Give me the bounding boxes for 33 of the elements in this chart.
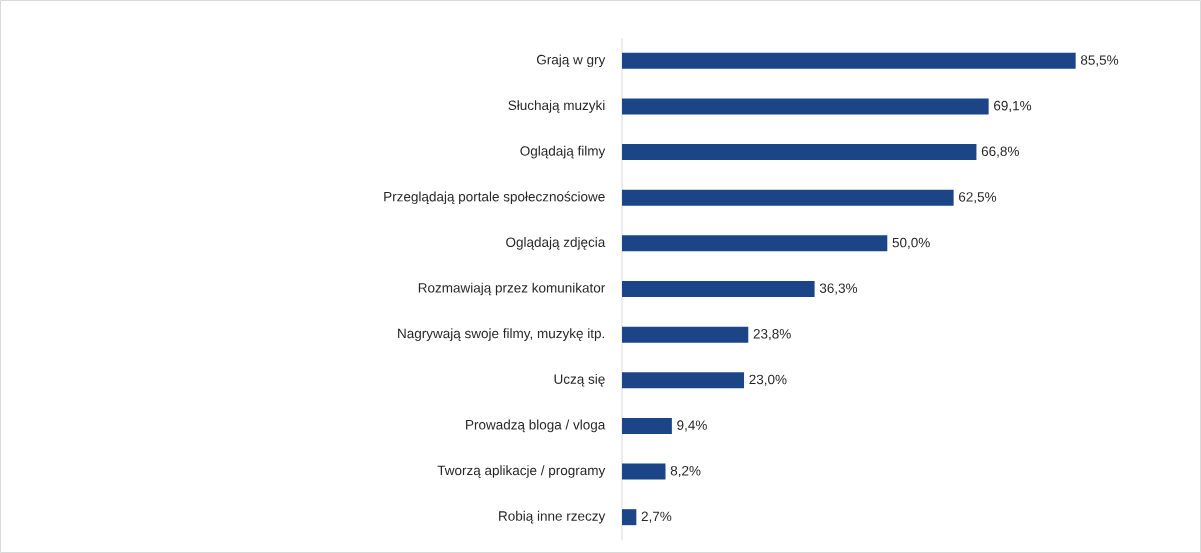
data-label: 50,0%: [892, 237, 930, 249]
data-label: 69,1%: [994, 100, 1032, 113]
data-label: 9,4%: [677, 420, 707, 432]
data-label: 2,7%: [641, 511, 672, 523]
y-tick-label: Robią inne rzeczy: [499, 510, 606, 524]
bar: [622, 280, 815, 297]
bar: [622, 98, 989, 115]
y-tick-label: Prowadzą bloga / vloga: [466, 419, 606, 433]
y-tick-label: Oglądają zdjęcia: [506, 237, 606, 250]
data-label: 8,2%: [670, 465, 701, 478]
bar: [622, 509, 637, 526]
data-label: 66,8%: [981, 146, 1019, 158]
y-tick-label: Oglądają filmy: [520, 145, 606, 159]
bar: [622, 326, 749, 343]
y-tick-label: Tworzą aplikacje / programy: [437, 465, 606, 478]
bar: [622, 235, 888, 252]
y-tick-label: Słuchają muzyki: [508, 100, 605, 113]
data-label: 23,0%: [749, 374, 787, 386]
bar: [622, 189, 954, 206]
bar: [622, 417, 672, 434]
data-label: 62,5%: [959, 192, 997, 204]
y-tick-label: Rozmawiają przez komunikator: [418, 282, 606, 296]
bar: [622, 463, 666, 480]
data-label: 36,3%: [819, 283, 858, 295]
y-tick-label: Nagrywają swoje filmy, muzykę itp.: [398, 328, 605, 341]
y-tick-label: Uczą się: [554, 373, 605, 387]
bar: [622, 52, 1076, 69]
y-tick-label: Przeglądają portale społecznościowe: [384, 191, 605, 205]
bar: [622, 372, 745, 389]
data-label: 85,5%: [1080, 55, 1119, 67]
y-tick-label: Grają w gry: [536, 54, 606, 68]
data-label: 23,8%: [753, 329, 791, 341]
bar: [622, 144, 977, 161]
